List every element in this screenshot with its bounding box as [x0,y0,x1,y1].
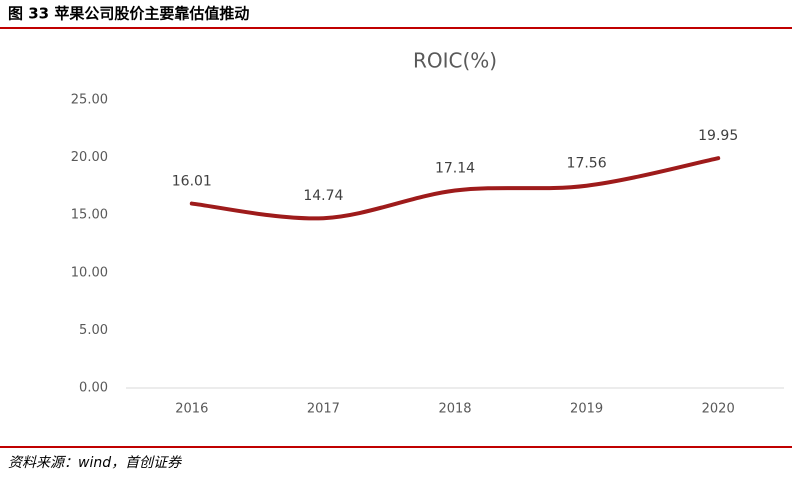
x-tick-label: 2020 [702,402,735,417]
y-tick-label: 0.00 [79,381,108,396]
data-label: 17.14 [435,161,475,177]
data-label: 19.95 [698,128,738,144]
data-label: 14.74 [303,188,343,204]
x-tick-label: 2018 [438,402,471,417]
source-note: 资料来源：wind，首创证券 [8,455,182,471]
x-tick-label: 2016 [175,402,208,417]
figure-title: 图 33 苹果公司股价主要靠估值推动 [8,5,249,23]
x-tick-label: 2019 [570,402,603,417]
line-series [189,156,721,221]
chart-title: ROIC(%) [413,49,497,73]
data-label: 17.56 [567,156,607,172]
y-tick-label: 20.00 [71,150,108,165]
y-tick-label: 25.00 [71,93,108,108]
data-label: 16.01 [172,174,212,190]
y-tick-label: 15.00 [71,208,108,223]
y-tick-label: 5.00 [79,323,108,338]
x-tick-label: 2017 [307,402,340,417]
y-tick-label: 10.00 [71,265,108,280]
